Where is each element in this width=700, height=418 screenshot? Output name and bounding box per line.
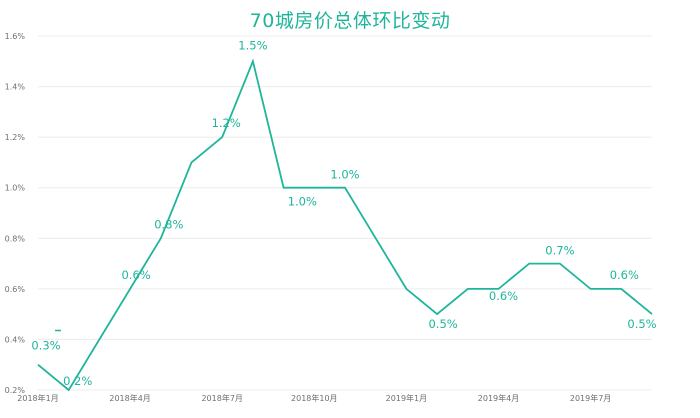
grid-lines bbox=[38, 35, 652, 391]
data-label: 1.0% bbox=[288, 195, 317, 209]
y-tick-label: 0.8% bbox=[5, 234, 26, 243]
data-label: 0.7% bbox=[545, 244, 574, 258]
y-tick-label: 0.6% bbox=[5, 285, 26, 294]
x-axis-tick-labels: 2018年1月 2018年4月 2018年7月 2018年10月 2019年1月 2019… bbox=[17, 393, 611, 403]
data-label: 0.8% bbox=[154, 217, 183, 231]
chart-title: 70城房价总体环比变动 bbox=[249, 10, 451, 32]
data-label: 0.5% bbox=[627, 317, 656, 331]
y-tick-label: 1.6% bbox=[5, 32, 26, 41]
x-tick-label: 2019年7月 bbox=[570, 393, 611, 403]
y-axis-tick-labels: 0.2% 0.4% 0.6% 0.8% 1.0% 1.2% 1.4% 1.6% bbox=[5, 32, 26, 395]
data-label: 0.6% bbox=[489, 289, 518, 303]
data-label: 0.3% bbox=[31, 339, 60, 353]
y-tick-label: 1.0% bbox=[5, 184, 26, 193]
data-label: 0.6% bbox=[121, 268, 150, 282]
x-tick-label: 2018年4月 bbox=[109, 393, 150, 403]
y-tick-label: 1.4% bbox=[5, 83, 26, 92]
data-label: 0.6% bbox=[610, 268, 639, 282]
y-tick-label: 0.2% bbox=[5, 386, 26, 395]
data-label: 0.5% bbox=[428, 317, 457, 331]
data-label: 1.2% bbox=[212, 116, 241, 130]
x-tick-label: 2018年7月 bbox=[201, 393, 242, 403]
x-tick-label: 2018年10月 bbox=[291, 393, 338, 403]
data-label: 1.5% bbox=[238, 38, 267, 52]
y-tick-label: 0.4% bbox=[5, 335, 26, 344]
x-tick-label: 2018年1月 bbox=[17, 393, 58, 403]
x-tick-label: 2019年4月 bbox=[478, 393, 519, 403]
data-labels: 0.3% 0.2% 0.6% 0.8% 1.2% 1.5% 1.0% 1.0% 0.5% 0.6%… bbox=[31, 38, 656, 388]
y-tick-label: 1.2% bbox=[5, 133, 26, 142]
series-line bbox=[37, 58, 653, 392]
data-label: 1.0% bbox=[330, 168, 359, 182]
x-tick-label: 2019年1月 bbox=[386, 393, 427, 403]
data-label: 0.2% bbox=[63, 374, 92, 388]
